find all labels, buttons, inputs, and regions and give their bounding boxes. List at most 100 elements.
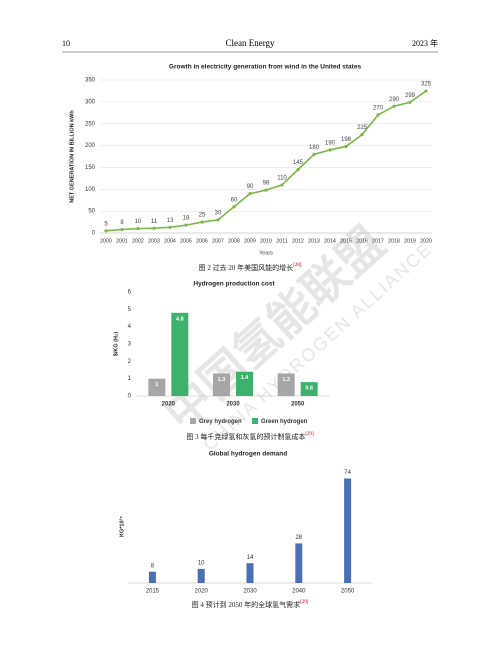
bar bbox=[300, 382, 318, 396]
bar bbox=[236, 371, 253, 396]
data-label: 5 bbox=[104, 221, 108, 227]
point bbox=[264, 188, 268, 192]
y-tick-label: 100 bbox=[85, 187, 96, 193]
x-tick-label: 2017 bbox=[372, 238, 384, 244]
data-label: 270 bbox=[373, 106, 384, 112]
point bbox=[248, 192, 252, 196]
point bbox=[328, 148, 332, 152]
x-tick-label: 2050 bbox=[291, 402, 305, 408]
point bbox=[280, 183, 284, 187]
legend-swatch bbox=[252, 418, 258, 424]
y-tick-label: 150 bbox=[85, 165, 96, 171]
point bbox=[424, 89, 428, 93]
data-label: 11 bbox=[151, 219, 158, 225]
figure-caption: 图 4 预计到 2050 年的全球氢气需求[29] bbox=[192, 600, 309, 609]
caption-text: 图 2 过去 20 年美国风能的增长 bbox=[199, 263, 294, 272]
bar bbox=[344, 478, 352, 583]
bar bbox=[171, 312, 189, 396]
point bbox=[408, 100, 412, 104]
y-tick-label: 50 bbox=[88, 209, 95, 215]
y-tick-label: 250 bbox=[85, 121, 96, 127]
data-label: 74 bbox=[344, 470, 351, 476]
legend-label: Green hydrogen bbox=[261, 419, 308, 425]
data-label: 1.4 bbox=[241, 375, 250, 381]
y-tick-label: 2 bbox=[128, 359, 132, 365]
x-tick-label: 2000 bbox=[100, 238, 112, 244]
data-label: 299 bbox=[405, 93, 416, 99]
bar bbox=[197, 568, 205, 583]
line bbox=[105, 90, 427, 232]
data-label: 10 bbox=[135, 219, 142, 225]
data-label: 1.3 bbox=[282, 377, 290, 383]
chart-title: Growth in electricity generation from wi… bbox=[169, 64, 362, 71]
y-tick-label: 4 bbox=[128, 324, 132, 330]
point bbox=[200, 220, 204, 224]
data-label: 0.8 bbox=[305, 386, 313, 392]
data-label: 180 bbox=[309, 145, 320, 151]
point bbox=[120, 227, 124, 232]
data-label: 10 bbox=[198, 560, 205, 566]
x-tick-label: 2015 bbox=[340, 238, 352, 244]
x-tick-label: 2010 bbox=[260, 238, 272, 244]
x-tick-label: 2020 bbox=[162, 402, 176, 408]
caption-ref: [29] bbox=[305, 432, 314, 437]
data-label: 8 bbox=[120, 220, 124, 226]
x-tick-label: 2018 bbox=[388, 238, 400, 244]
y-tick-label: 3 bbox=[128, 342, 132, 348]
y-axis-label: NET GENERATION IN BILLION kWh bbox=[69, 110, 75, 203]
bar bbox=[277, 373, 295, 396]
data-label: 110 bbox=[277, 175, 287, 181]
x-tick-label: 2003 bbox=[148, 238, 160, 244]
point bbox=[216, 218, 220, 222]
figure-caption: 图 2 过去 20 年美国风能的增长[28] bbox=[199, 263, 302, 272]
x-tick-label: 2015 bbox=[146, 589, 160, 595]
data-label: 28 bbox=[295, 535, 302, 541]
y-tick-label: 6 bbox=[128, 290, 132, 296]
x-tick-label: 2030 bbox=[226, 402, 240, 408]
y-tick-label: 5 bbox=[128, 307, 132, 313]
y-tick-label: 200 bbox=[85, 143, 96, 149]
data-label: 60 bbox=[231, 197, 238, 203]
point bbox=[344, 144, 348, 149]
x-tick-label: 2016 bbox=[356, 238, 368, 244]
point bbox=[392, 104, 396, 108]
x-tick-label: 2011 bbox=[276, 238, 287, 244]
data-label: 13 bbox=[167, 218, 174, 224]
point bbox=[184, 223, 188, 227]
page-number: 10 bbox=[62, 39, 70, 48]
data-label: 18 bbox=[183, 216, 190, 222]
x-tick-label: 2006 bbox=[196, 238, 208, 244]
chart-title: Hydrogen production cost bbox=[193, 281, 275, 288]
point bbox=[232, 205, 236, 209]
caption-ref: [29] bbox=[300, 600, 309, 605]
caption-text: 图 4 预计到 2050 年的全球氢气需求 bbox=[192, 600, 301, 609]
x-tick-label: 2020 bbox=[420, 238, 432, 244]
bar bbox=[246, 563, 254, 583]
x-tick-label: 2050 bbox=[341, 589, 355, 595]
data-label: 190 bbox=[325, 141, 336, 147]
data-label: 90 bbox=[247, 184, 254, 190]
data-label: 8 bbox=[151, 563, 155, 569]
watermark-cn: 中国氢能联盟 bbox=[154, 217, 394, 440]
x-tick-label: 2008 bbox=[228, 238, 240, 244]
data-label: 198 bbox=[341, 137, 352, 143]
point bbox=[168, 225, 172, 229]
caption-ref: [28] bbox=[293, 263, 302, 268]
x-tick-label: 2007 bbox=[212, 238, 224, 244]
legend-swatch bbox=[190, 418, 196, 424]
legend-label: Grey hydrogen bbox=[199, 419, 242, 425]
x-tick-label: 2013 bbox=[308, 238, 320, 244]
data-label: 1 bbox=[155, 382, 158, 388]
data-label: 14 bbox=[247, 555, 254, 561]
y-tick-label: 0 bbox=[128, 394, 132, 400]
x-tick-label: 2014 bbox=[324, 238, 336, 244]
bar bbox=[213, 373, 230, 396]
point bbox=[296, 168, 300, 172]
bar bbox=[148, 571, 156, 583]
y-axis-label: $/KG (H₂) bbox=[113, 332, 119, 357]
point bbox=[360, 133, 364, 137]
x-tick-label: 2005 bbox=[180, 238, 192, 244]
data-label: 98 bbox=[263, 181, 270, 187]
caption-text: 图 3 每千克绿氢和灰氢的预计制氢成本 bbox=[186, 432, 305, 441]
